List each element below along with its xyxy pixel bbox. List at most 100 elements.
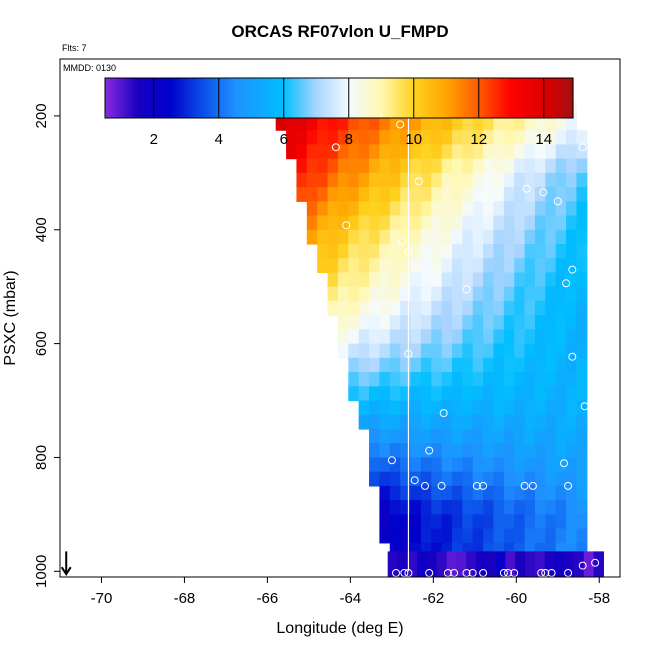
heatmap-cell	[483, 514, 495, 530]
colorbar-segment	[137, 78, 141, 118]
heatmap-cell	[286, 115, 298, 131]
heatmap-cell	[493, 215, 505, 231]
heatmap-cell	[483, 528, 495, 544]
heatmap-cell	[524, 528, 536, 544]
heatmap-cell	[379, 315, 391, 330]
colorbar-segment	[116, 78, 121, 118]
colorbar-segment	[476, 78, 480, 118]
heatmap-cell	[327, 258, 339, 274]
heatmap-cell	[400, 272, 412, 288]
heatmap-cell	[400, 429, 412, 444]
heatmap-cell	[472, 357, 484, 373]
colorbar-segment	[105, 78, 109, 118]
heatmap-cell	[389, 429, 401, 444]
colorbar-segment	[347, 78, 352, 118]
heatmap-cell	[389, 187, 401, 202]
data-point	[553, 197, 562, 206]
heatmap-cell	[576, 414, 588, 430]
heatmap-cell	[441, 372, 453, 387]
heatmap-cell	[369, 144, 381, 160]
heatmap-cell	[337, 315, 349, 330]
heatmap-cell	[379, 414, 391, 430]
data-point	[560, 459, 568, 468]
heatmap-cell	[534, 130, 546, 145]
heatmap-cell	[524, 215, 536, 231]
heatmap-cell	[306, 144, 318, 160]
heatmap-cell	[369, 343, 381, 359]
colorbar-segment	[315, 78, 320, 118]
heatmap-cell	[452, 272, 463, 288]
surface-cell	[544, 551, 555, 577]
heatmap-cell	[503, 201, 515, 217]
heatmap-cell	[524, 258, 536, 274]
heatmap-cell	[472, 372, 484, 387]
heatmap-cell	[472, 343, 484, 359]
heatmap-cell	[410, 457, 422, 473]
heatmap-cell	[545, 315, 557, 330]
heatmap-cell	[524, 443, 536, 459]
heatmap-cell	[462, 443, 474, 459]
heatmap-cell	[514, 272, 526, 288]
heatmap-cell	[493, 300, 505, 316]
heatmap-cell	[483, 372, 495, 387]
heatmap-cell	[400, 300, 412, 316]
heatmap-cell	[462, 457, 474, 473]
heatmap-cell	[503, 429, 515, 444]
heatmap-cell	[462, 215, 474, 231]
heatmap-cell	[420, 372, 432, 387]
heatmap-cell	[462, 201, 474, 217]
colorbar-segment	[388, 78, 393, 118]
heatmap-cell	[555, 528, 567, 544]
heatmap-cell	[483, 471, 495, 487]
heatmap-cell	[566, 130, 578, 145]
heatmap-cell	[452, 414, 463, 430]
colorbar-segment	[420, 78, 425, 118]
heatmap-cell	[503, 372, 515, 387]
heatmap-cell	[472, 272, 484, 288]
heatmap-cell	[514, 201, 526, 217]
heatmap-cell	[514, 229, 526, 245]
heatmap-cell	[534, 542, 546, 558]
colorbar-segment	[546, 78, 551, 118]
heatmap-cell	[566, 485, 578, 501]
heatmap-cell	[555, 144, 567, 160]
colorbar-segment	[336, 78, 340, 118]
surface-cell	[534, 551, 546, 577]
flights-label: Flts: 7	[62, 43, 87, 53]
colorbar-segment	[374, 78, 378, 118]
colorbar-segment	[432, 78, 437, 118]
heatmap-cell	[472, 187, 484, 202]
colorbar-segment	[511, 78, 516, 118]
data-point	[479, 192, 488, 201]
heatmap-cell	[576, 187, 588, 202]
heatmap-cell	[534, 172, 546, 188]
heatmap-cell	[337, 229, 349, 245]
heatmap-cell	[441, 201, 453, 217]
heatmap-cell	[472, 528, 484, 544]
heatmap-cell	[400, 258, 412, 274]
colorbar-segment	[362, 78, 366, 118]
data-point	[479, 481, 488, 490]
heatmap-cell	[337, 130, 349, 145]
heatmap-cell	[566, 471, 578, 487]
heatmap-cell	[452, 201, 463, 217]
heatmap-cell	[524, 400, 536, 416]
heatmap-cell	[441, 300, 453, 316]
heatmap-cell	[462, 429, 474, 444]
heatmap-cell	[566, 158, 578, 174]
heatmap-cell	[503, 471, 515, 487]
heatmap-cell	[379, 528, 391, 544]
heatmap-cell	[389, 457, 401, 473]
data-point	[404, 349, 413, 358]
heatmap-cell	[410, 514, 422, 530]
surface-cell	[564, 551, 575, 577]
heatmap-cell	[379, 300, 391, 316]
heatmap-cell	[545, 357, 557, 373]
heatmap-cell	[389, 471, 401, 487]
heatmap-cell	[493, 144, 505, 160]
heatmap-cell	[483, 429, 495, 444]
data-point	[578, 561, 587, 570]
heatmap-cell	[348, 201, 360, 217]
colorbar-segment	[213, 78, 217, 118]
